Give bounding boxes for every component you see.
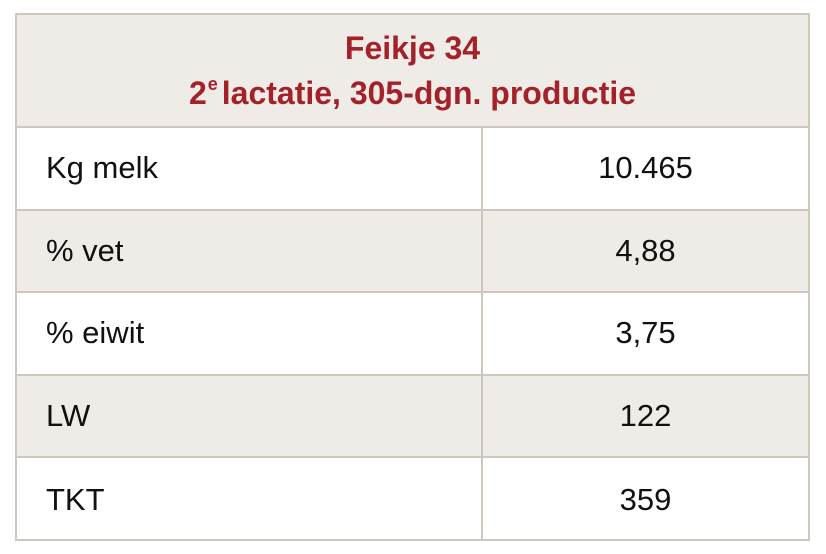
table-row: % eiwit 3,75 — [17, 293, 808, 376]
table-title: Feikje 34 — [344, 29, 481, 66]
row-label-eiwit: % eiwit — [17, 293, 483, 374]
row-value-lw: 122 — [619, 398, 672, 434]
table-row: LW 122 — [17, 375, 808, 459]
row-value-vet: 4,88 — [615, 232, 676, 268]
subtitle-text: lactatie, 305-dgn. productie — [221, 74, 637, 111]
table-row: Kg melk 10.465 — [17, 128, 808, 211]
table-row: TKT 359 — [17, 458, 808, 541]
row-label-tkt: TKT — [17, 458, 483, 541]
table-header: Feikje 34 2e lactatie, 305-dgn. productie — [17, 15, 808, 128]
table-subtitle: 2e lactatie, 305-dgn. productie — [189, 71, 636, 116]
row-value-kg-melk: 10.465 — [598, 150, 693, 186]
row-value-tkt: 359 — [619, 481, 672, 517]
lactation-number: 2 — [188, 74, 207, 111]
row-value-eiwit: 3,75 — [615, 315, 676, 351]
row-label-vet: % vet — [17, 210, 483, 292]
ordinal-superscript: e — [207, 73, 218, 94]
row-label-kg-melk: Kg melk — [17, 128, 483, 209]
table-row: % vet 4,88 — [17, 210, 808, 294]
row-label-lw: LW — [17, 375, 483, 457]
production-table: Feikje 34 2e lactatie, 305-dgn. productie… — [15, 13, 810, 541]
